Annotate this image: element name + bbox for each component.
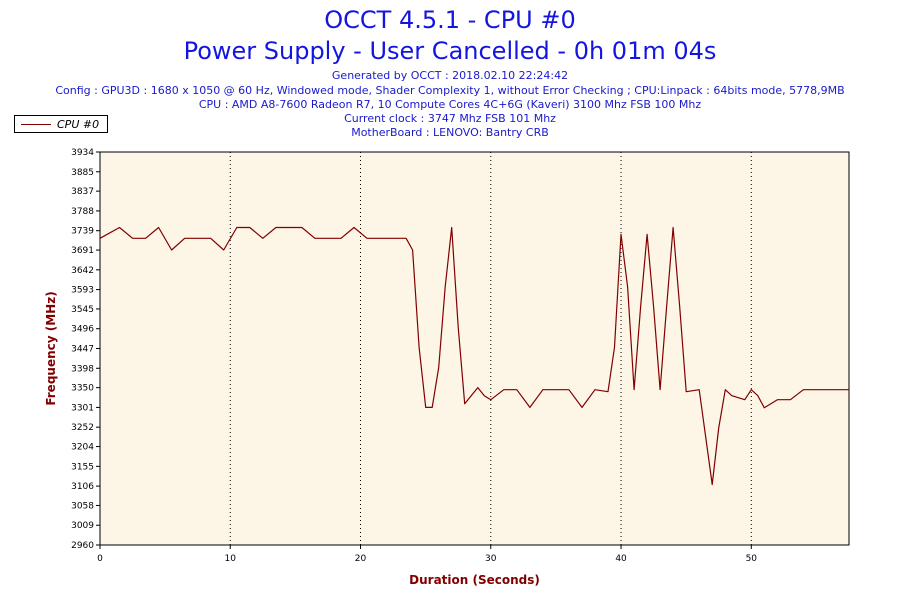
y-tick-label: 2960 <box>71 541 94 551</box>
x-tick-label: 30 <box>485 554 497 564</box>
y-tick-label: 3496 <box>71 325 94 335</box>
series-line-cpu-0 <box>99 226 849 486</box>
plot-area <box>99 151 850 546</box>
x-tick-label: 20 <box>355 554 367 564</box>
y-tick-label: 3106 <box>71 482 94 492</box>
y-tick-label: 3009 <box>71 521 94 531</box>
y-tick-label: 3788 <box>71 207 94 217</box>
y-tick-label: 3642 <box>71 266 94 276</box>
y-tick-label: 3252 <box>71 423 94 433</box>
y-tick-label: 3301 <box>71 403 94 413</box>
cpu-info: CPU : AMD A8-7600 Radeon R7, 10 Compute … <box>198 98 702 111</box>
series-layer <box>99 226 849 486</box>
y-tick-label: 3058 <box>71 501 94 511</box>
x-tick-label: 0 <box>97 554 103 564</box>
y-tick-label: 3885 <box>71 168 94 178</box>
chart-subtitle: Power Supply - User Cancelled - 0h 01m 0… <box>183 37 717 65</box>
x-tick-label: 10 <box>225 554 237 564</box>
y-tick-label: 3155 <box>71 462 94 472</box>
y-tick-label: 3398 <box>71 364 94 374</box>
chart-title: OCCT 4.5.1 - CPU #0 <box>324 6 576 34</box>
y-tick-label: 3739 <box>71 227 94 237</box>
y-tick-label: 3934 <box>71 148 94 158</box>
grid-lines <box>229 152 752 545</box>
x-axis-title: Duration (Seconds) <box>409 573 540 587</box>
x-axis: 0 10 20 30 40 50 <box>97 545 757 564</box>
x-tick-label: 40 <box>615 554 627 564</box>
motherboard-info: MotherBoard : LENOVO: Bantry CRB <box>351 126 549 139</box>
y-tick-label: 3350 <box>71 384 94 394</box>
legend-swatch <box>21 123 51 125</box>
y-axis-title: Frequency (MHz) <box>44 291 58 405</box>
y-tick-label: 3204 <box>71 443 94 453</box>
legend-label: CPU #0 <box>57 117 100 131</box>
y-tick-label: 3691 <box>71 246 94 256</box>
x-tick-label: 50 <box>746 554 758 564</box>
config-info: Config : GPU3D : 1680 x 1050 @ 60 Hz, Wi… <box>55 84 845 97</box>
y-tick-label: 3593 <box>71 286 94 296</box>
y-tick-label: 3545 <box>71 305 94 315</box>
legend: CPU #0 <box>14 115 108 133</box>
y-tick-label: 3837 <box>71 187 94 197</box>
y-tick-label: 3447 <box>71 345 94 355</box>
y-axis: 2960 3009 3058 3106 3155 3204 3252 3301 3350 3398… <box>71 148 100 551</box>
clock-info: Current clock : 3747 Mhz FSB 101 Mhz <box>344 112 556 125</box>
generated-info: Generated by OCCT : 2018.02.10 22:24:42 <box>331 69 569 82</box>
